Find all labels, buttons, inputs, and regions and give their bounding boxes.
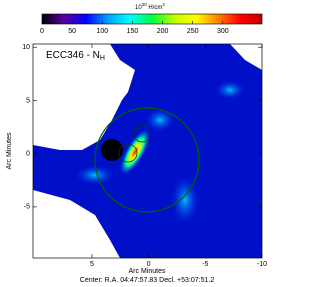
colorbar-tick-label: 150	[127, 28, 139, 35]
x-tick-label: 0	[147, 261, 151, 268]
y-axis-label: Arc Minutes	[6, 132, 13, 169]
y-tick-label: -5	[24, 204, 30, 211]
map-image	[33, 44, 262, 258]
colorbar-tick-label: 200	[157, 28, 169, 35]
colorbar-tick-label: 300	[217, 28, 229, 35]
colorbar-tick-label: 50	[68, 28, 76, 35]
x-tick-label: -10	[257, 261, 267, 268]
map-title: ECC346 - NH	[46, 50, 105, 62]
x-axis-label: Arc Minutes	[129, 268, 166, 275]
colorbar-label: 1020 H/cm2	[135, 2, 165, 10]
y-tick-label: 5	[26, 97, 30, 104]
colorbar-tick-label: 100	[96, 28, 108, 35]
colorbar	[41, 13, 263, 25]
x-tick-label: -5	[202, 261, 208, 268]
colorbar-tick-label: 250	[187, 28, 199, 35]
caption: Center: R.A. 04:47:57.83 Decl. +53:07:51…	[80, 277, 215, 284]
x-tick-label: 5	[90, 261, 94, 268]
plot-frame	[32, 43, 263, 259]
y-tick-label: 10	[22, 44, 30, 51]
chart: ECC346 - NH 1020 H/cm2 Arc Minutes Arc M…	[6, 2, 267, 284]
y-tick-label: 0	[26, 151, 30, 158]
colorbar-tick-label: 0	[40, 28, 44, 35]
